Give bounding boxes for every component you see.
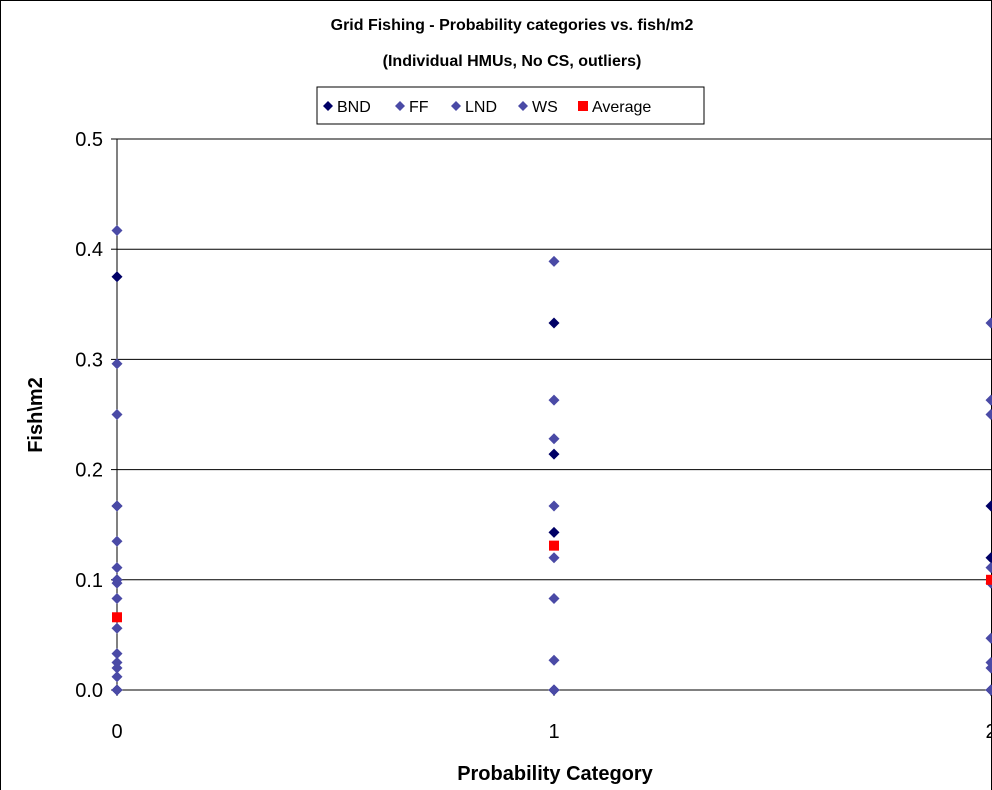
data-point-ff [548, 500, 560, 512]
data-point-ws [111, 574, 123, 586]
x-tick-label: 2 [985, 721, 992, 743]
data-point-ff [111, 656, 123, 668]
data-point-ff [985, 632, 992, 644]
data-point-ws [985, 662, 992, 674]
legend-label-average: Average [592, 99, 651, 116]
legend-swatch-lnd [451, 101, 461, 111]
chart-subtitle: (Individual HMUs, No CS, outliers) [383, 53, 642, 70]
y-tick-label: 0.1 [75, 570, 103, 592]
data-point-ff [111, 358, 123, 370]
chart-title: Grid Fishing - Probability categories vs… [331, 17, 694, 34]
data-point-ff [111, 622, 123, 634]
data-point-ff [985, 317, 992, 329]
y-axis-title: Fish\m2 [25, 377, 47, 453]
data-point-lnd [548, 433, 560, 445]
data-point-bnd [985, 500, 992, 512]
data-point-ff [111, 593, 123, 605]
data-point-lnd [548, 552, 560, 564]
data-point-average [112, 612, 122, 623]
data-point-ws [548, 684, 560, 696]
data-point-ws [111, 500, 123, 512]
x-tick-label: 1 [548, 721, 559, 743]
tick-layer: 0.0 0.1 0.2 0.3 0.4 0.5 0 1 2 [75, 129, 992, 743]
legend-swatch-average [578, 101, 588, 111]
data-point-lnd [985, 409, 992, 420]
data-point-ff [111, 562, 123, 574]
legend: BND FF LND WS Average [316, 86, 705, 125]
data-point-ff [548, 394, 560, 406]
data-point-average [986, 574, 992, 585]
data-point-bnd [548, 526, 560, 538]
y-tick-label: 0.2 [75, 460, 103, 482]
y-tick-label: 0.4 [75, 239, 103, 261]
data-point-ff [985, 394, 992, 406]
data-point-lnd [111, 662, 123, 674]
data-point-bnd [548, 448, 560, 460]
data-point-lnd [111, 671, 123, 683]
data-point-ff [111, 224, 123, 236]
points-layer [111, 224, 992, 696]
x-tick-label: 0 [111, 721, 122, 743]
data-point-lnd [548, 654, 560, 666]
legend-label-lnd: LND [465, 99, 497, 116]
data-point-bnd [111, 271, 123, 283]
data-point-ws [985, 684, 992, 696]
data-point-bnd [985, 552, 992, 564]
legend-label-ws: WS [532, 99, 558, 116]
legend-label-bnd: BND [337, 99, 371, 116]
data-point-average [549, 540, 559, 551]
data-point-ff [548, 593, 560, 605]
data-point-ff [548, 255, 560, 267]
data-point-ff [111, 648, 123, 660]
y-tick-label: 0.3 [75, 349, 103, 371]
legend-swatch-ff [395, 101, 405, 111]
legend-box [316, 86, 705, 125]
data-point-ff [985, 562, 992, 574]
data-point-ff [111, 535, 123, 547]
y-tick-label: 0.5 [75, 129, 103, 151]
legend-label-ff: FF [409, 99, 429, 116]
x-axis-title: Probability Category [457, 763, 653, 785]
data-point-bnd [548, 317, 560, 329]
data-point-ws [111, 684, 123, 696]
y-tick-label: 0.0 [75, 680, 103, 702]
legend-swatch-bnd [323, 101, 333, 111]
data-point-ff [111, 409, 123, 420]
legend-swatch-ws [518, 101, 528, 111]
